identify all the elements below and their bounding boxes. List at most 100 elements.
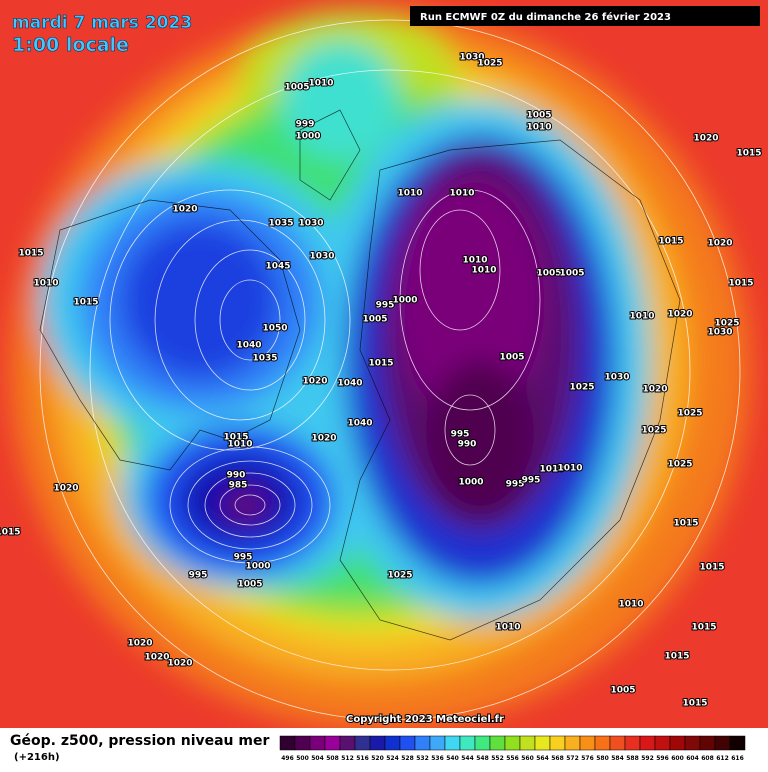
isobar-label: 1005 (284, 83, 309, 93)
isobar-label: 1045 (265, 262, 290, 272)
isobar-label: 1030 (604, 373, 629, 383)
legend-label: 532 (416, 755, 429, 762)
legend-swatch (654, 735, 671, 751)
isobar-label: 1015 (664, 652, 689, 662)
isobar-label: 995 (506, 480, 525, 490)
isobar-label: 1020 (53, 484, 78, 494)
isobar-label: 1020 (167, 659, 192, 669)
isobar-label: 1025 (714, 319, 739, 329)
legend-swatch (609, 735, 626, 751)
isobar-label: 1010 (449, 189, 474, 199)
run-box (410, 6, 760, 26)
date: mardi 7 mars 2023 (12, 13, 192, 33)
legend-swatch (354, 735, 371, 751)
isobar-label: 1010 (539, 465, 564, 475)
isobar-label: 1010 (629, 312, 654, 322)
legend-label: 544 (461, 755, 474, 762)
isobar-label: 1000 (245, 562, 270, 572)
isobar-label: 1005 (559, 269, 584, 279)
legend-label: 564 (536, 755, 549, 762)
legend-label: 616 (731, 755, 744, 762)
isobar-label: 1010 (526, 123, 551, 133)
isobar-label: 1035 (268, 219, 293, 229)
legend-swatch (459, 735, 476, 751)
isobar-label: 1040 (337, 379, 362, 389)
isobar-label: 1030 (459, 53, 484, 63)
legend-label: 568 (551, 755, 564, 762)
isobar-label: 1025 (387, 571, 412, 581)
isobar-label: 1020 (693, 134, 718, 144)
legend-swatch (729, 735, 746, 751)
legend-swatch (429, 735, 446, 751)
isobar-label: 1015 (73, 298, 98, 308)
legend-label: 516 (356, 755, 369, 762)
isobar-label: 1030 (707, 328, 732, 338)
legend-label: 588 (626, 755, 639, 762)
legend-swatch (624, 735, 641, 751)
footer-title: Géop. z500, pression niveau mer (10, 733, 269, 749)
isobar-label: 1020 (302, 377, 327, 387)
legend-swatch (639, 735, 656, 751)
isobar-label: 1010 (397, 189, 422, 199)
legend-label: 560 (521, 755, 534, 762)
legend-swatch (309, 735, 326, 751)
isobar-label: 1005 (237, 580, 262, 590)
isobar-label: 1020 (311, 434, 336, 444)
isobar-label: 1010 (471, 266, 496, 276)
run-info: Run ECMWF 0Z du dimanche 26 février 2023 (420, 11, 671, 23)
copyright: Copyright 2023 Meteociel.fr (346, 714, 504, 725)
isobar-label: 1020 (642, 385, 667, 395)
isobar-label: 1015 (223, 433, 248, 443)
isobar-label: 1010 (462, 256, 487, 266)
legend-label: 528 (401, 755, 414, 762)
isobar-label: 1025 (569, 383, 594, 393)
legend-label: 496 (281, 755, 294, 762)
isobar-label: 1010 (33, 279, 58, 289)
isobar-label: 1000 (295, 132, 320, 142)
isobar-label: 1020 (172, 205, 197, 215)
isobar-label: 1025 (667, 460, 692, 470)
isobar-label: 1050 (262, 324, 287, 334)
isobar-label: 1010 (618, 600, 643, 610)
legend-swatch (339, 735, 356, 751)
legend-label: 600 (671, 755, 684, 762)
legend-swatch (684, 735, 701, 751)
isobar-label: 1015 (682, 699, 707, 709)
isobar-label: 1000 (458, 478, 483, 488)
isobar-label: 1030 (298, 219, 323, 229)
legend-label: 552 (491, 755, 504, 762)
legend-swatch (714, 735, 731, 751)
isobar-label: 995 (189, 571, 208, 581)
legend-label: 508 (326, 755, 339, 762)
isobar-label: 995 (451, 430, 470, 440)
legend-swatch (504, 735, 521, 751)
legend-swatch (369, 735, 386, 751)
legend-swatch (549, 735, 566, 751)
legend-label: 604 (686, 755, 699, 762)
isobar-label: 1040 (236, 341, 261, 351)
isobar-label: 1015 (736, 149, 761, 159)
isobar-label: 999 (296, 120, 315, 130)
isobar-label: 1030 (309, 252, 334, 262)
legend-label: 540 (446, 755, 459, 762)
isobar-label: 995 (234, 553, 253, 563)
legend-label: 556 (506, 755, 519, 762)
isobar-label: 1020 (667, 310, 692, 320)
isobar-label: 1015 (691, 623, 716, 633)
isobar-label: 1005 (499, 353, 524, 363)
legend-swatch (699, 735, 716, 751)
legend-swatch (444, 735, 461, 751)
local-time: 1:00 locale (12, 34, 129, 56)
isobar-label: 1010 (308, 79, 333, 89)
isobar-label: 1000 (392, 296, 417, 306)
legend-label: 576 (581, 755, 594, 762)
isobar-label: 1025 (477, 59, 502, 69)
isobar-label: 1015 (728, 279, 753, 289)
legend-label: 548 (476, 755, 489, 762)
legend-swatch (384, 735, 401, 751)
legend-label: 536 (431, 755, 444, 762)
legend-swatch (414, 735, 431, 751)
legend-label: 512 (341, 755, 354, 762)
legend-swatch (579, 735, 596, 751)
